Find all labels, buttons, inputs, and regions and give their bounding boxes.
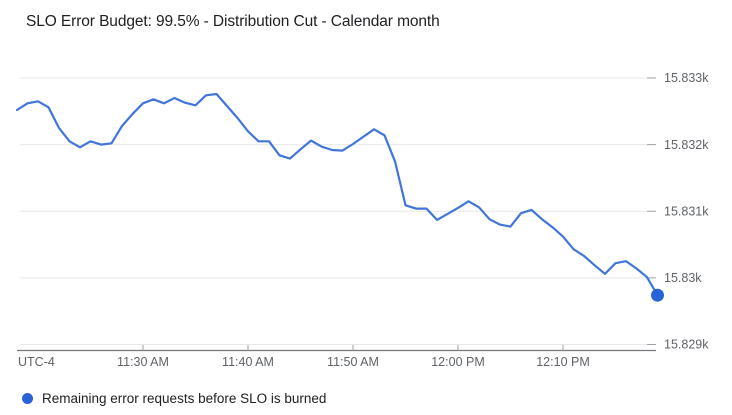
chart-canvas[interactable]: 15.833k 15.832k 15.831k 15.83k 15.829k 11:30 …	[0, 0, 732, 378]
x-axis-tick-label: 12:00 PM	[431, 355, 485, 369]
y-axis-tick-label: 15.831k	[664, 204, 709, 218]
y-axis-tick-label: 15.829k	[664, 338, 709, 352]
legend-series-marker-icon	[22, 392, 33, 404]
y-axis-tick-label: 15.832k	[664, 138, 709, 152]
x-axis-tick-label: 11:50 AM	[327, 355, 379, 369]
legend-series-label: Remaining error requests before SLO is b…	[42, 390, 327, 406]
y-axis-tick-label: 15.833k	[664, 71, 709, 85]
x-axis-tick-label: 12:10 PM	[536, 355, 590, 369]
x-axis-tick-label: 11:30 AM	[117, 355, 169, 369]
series-endpoint-marker[interactable]	[651, 288, 664, 302]
timezone-label: UTC-4	[18, 355, 55, 369]
y-axis-tick-label: 15.83k	[664, 271, 702, 285]
legend-item[interactable]: Remaining error requests before SLO is b…	[22, 387, 326, 409]
series-line[interactable]	[15, 92, 659, 297]
x-axis-tick-label: 11:40 AM	[222, 355, 274, 369]
chart-title: SLO Error Budget: 99.5% - Distribution C…	[26, 13, 440, 30]
